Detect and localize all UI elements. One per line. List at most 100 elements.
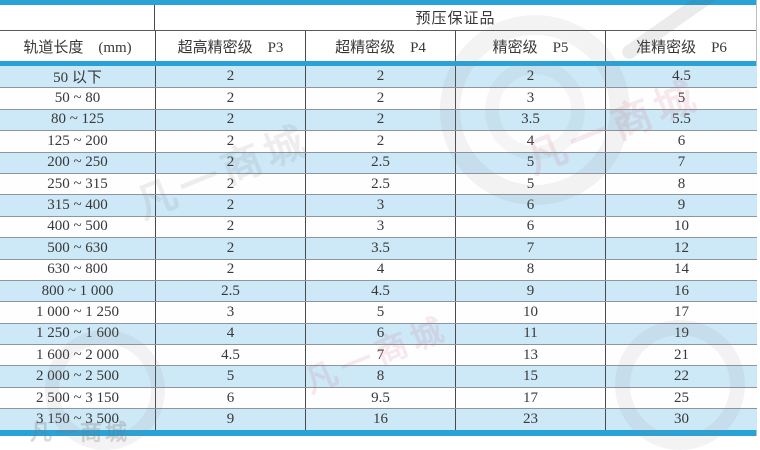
tolerance-value: 2 [155, 216, 305, 238]
tolerance-value: 22 [605, 366, 757, 387]
rail-length-range: 80 ~ 125 [50, 111, 105, 128]
tolerance-value: 5 [605, 88, 757, 109]
tolerance-value: 5 [455, 152, 605, 173]
table-row: 800 ~ 1 000 2.5 4.5 9 16 [0, 279, 757, 302]
tolerance-value: 5.5 [605, 109, 757, 131]
table-row: 1 250 ~ 1 600 4 6 11 19 [0, 322, 757, 345]
tolerance-value: 2 [305, 88, 455, 109]
col-header-p3: 超高精密级 P3 [155, 31, 305, 61]
tolerance-value: 6 [455, 216, 605, 238]
table-row: 1 600 ~ 2 000 4.5 7 13 21 [0, 344, 757, 366]
table-row: 50 以下 2 2 2 4.5 [0, 66, 757, 88]
tolerance-value: 8 [455, 259, 605, 280]
tolerance-value: 2 [155, 131, 305, 152]
rail-length-range: 125 ~ 200 [47, 132, 108, 149]
table-row: 125 ~ 200 2 2 4 6 [0, 130, 757, 152]
table-row: 1 000 ~ 1 250 3 5 10 17 [0, 301, 757, 323]
tolerance-value: 14 [605, 259, 757, 280]
tolerance-value: 3 [305, 216, 455, 238]
tolerance-value: 5 [455, 173, 605, 195]
tolerance-value: 2 [155, 152, 305, 173]
col-header-p4: 超精密级 P4 [305, 31, 455, 61]
rail-length-range: 3 150 ~ 3 500 [35, 410, 120, 427]
tolerance-value: 19 [605, 323, 757, 345]
tolerance-value: 4.5 [305, 280, 455, 302]
tolerance-value: 2 [155, 66, 305, 88]
table-header-group-row: 预压保证品 [0, 5, 756, 31]
rail-length-range: 50 以下 [53, 70, 102, 87]
rail-length-range: 1 000 ~ 1 250 [35, 303, 120, 320]
rail-length-range: 200 ~ 250 [47, 154, 108, 171]
rail-length-range: 1 250 ~ 1 600 [35, 325, 120, 342]
col-header-p5: 精密级 P5 [455, 31, 605, 61]
tolerance-value: 3.5 [305, 238, 455, 259]
top-accent-bar [0, 0, 756, 5]
rail-length-range: 250 ~ 315 [47, 175, 108, 192]
tolerance-value: 17 [455, 387, 605, 409]
rail-length-range: 50 ~ 80 [54, 90, 101, 107]
tolerance-value: 4 [305, 259, 455, 280]
header-accent-line [0, 61, 756, 66]
tolerance-value: 7 [605, 152, 757, 173]
tolerance-value: 2 [155, 109, 305, 131]
table-row: 315 ~ 400 2 3 6 9 [0, 194, 757, 216]
table-row: 2 500 ~ 3 150 6 9.5 17 25 [0, 386, 757, 409]
tolerance-value: 4.5 [605, 66, 757, 88]
rail-length-header-spacer [0, 5, 155, 30]
tolerance-value: 6 [155, 387, 305, 409]
tolerance-value: 8 [605, 173, 757, 195]
tolerance-value: 25 [605, 387, 757, 409]
tolerance-value: 9 [155, 409, 305, 430]
table-row: 200 ~ 250 2 2.5 5 7 [0, 151, 757, 173]
tolerance-value: 12 [605, 238, 757, 259]
rail-length-range: 315 ~ 400 [47, 197, 108, 214]
rail-length-range: 1 600 ~ 2 000 [35, 346, 120, 363]
table-row: 50 ~ 80 2 2 3 5 [0, 87, 757, 109]
tolerance-value: 23 [455, 409, 605, 430]
tolerance-value: 17 [605, 302, 757, 323]
table-row: 400 ~ 500 2 3 6 10 [0, 215, 757, 238]
table-row: 2 000 ~ 2 500 5 8 15 22 [0, 365, 757, 387]
tolerance-value: 10 [605, 216, 757, 238]
tolerance-table: 预压保证品 轨道长度 (mm) 超高精密级 P3 超精密级 P4 精密级 P5 … [0, 0, 757, 436]
table-row: 500 ~ 630 2 3.5 7 12 [0, 237, 757, 259]
tolerance-value: 2.5 [305, 173, 455, 195]
tolerance-value: 9 [605, 195, 757, 216]
tolerance-value: 7 [455, 238, 605, 259]
tolerance-value: 21 [605, 345, 757, 366]
tolerance-value: 16 [305, 409, 455, 430]
preload-guarantee-title: 预压保证品 [415, 11, 496, 27]
tolerance-value: 6 [455, 195, 605, 216]
tolerance-value: 4.5 [155, 345, 305, 366]
tolerance-value: 6 [605, 131, 757, 152]
tolerance-value: 2 [155, 238, 305, 259]
table-column-header-row: 轨道长度 (mm) 超高精密级 P3 超精密级 P4 精密级 P5 准精密级 P… [0, 31, 756, 61]
tolerance-value: 3 [455, 88, 605, 109]
tolerance-value: 7 [305, 345, 455, 366]
rail-length-range: 2 000 ~ 2 500 [35, 368, 120, 385]
tolerance-value: 2 [155, 259, 305, 280]
tolerance-value: 11 [455, 323, 605, 345]
tolerance-value: 30 [605, 409, 757, 430]
tolerance-value: 5 [155, 366, 305, 387]
table-row: 250 ~ 315 2 2.5 5 8 [0, 172, 757, 195]
tolerance-value: 9.5 [305, 387, 455, 409]
tolerance-value: 3 [305, 195, 455, 216]
rail-length-range: 2 500 ~ 3 150 [35, 389, 120, 406]
table-body: 50 以下 2 2 2 4.5 50 ~ 80 2 2 3 5 80 ~ 125 2 2 3.5 5.5 12… [0, 66, 757, 430]
tolerance-value: 4 [455, 131, 605, 152]
rail-length-range: 400 ~ 500 [47, 218, 108, 235]
tolerance-value: 2 [305, 109, 455, 131]
rail-length-range: 800 ~ 1 000 [41, 282, 114, 299]
tolerance-value: 6 [305, 323, 455, 345]
tolerance-value: 2 [155, 173, 305, 195]
tolerance-value: 2.5 [155, 280, 305, 302]
tolerance-value: 9 [455, 280, 605, 302]
tolerance-value: 10 [455, 302, 605, 323]
tolerance-value: 2 [155, 88, 305, 109]
tolerance-value: 3.5 [455, 109, 605, 131]
table-row: 80 ~ 125 2 2 3.5 5.5 [0, 108, 757, 131]
tolerance-value: 2 [305, 66, 455, 88]
bottom-accent-bar [0, 429, 756, 436]
tolerance-value: 15 [455, 366, 605, 387]
